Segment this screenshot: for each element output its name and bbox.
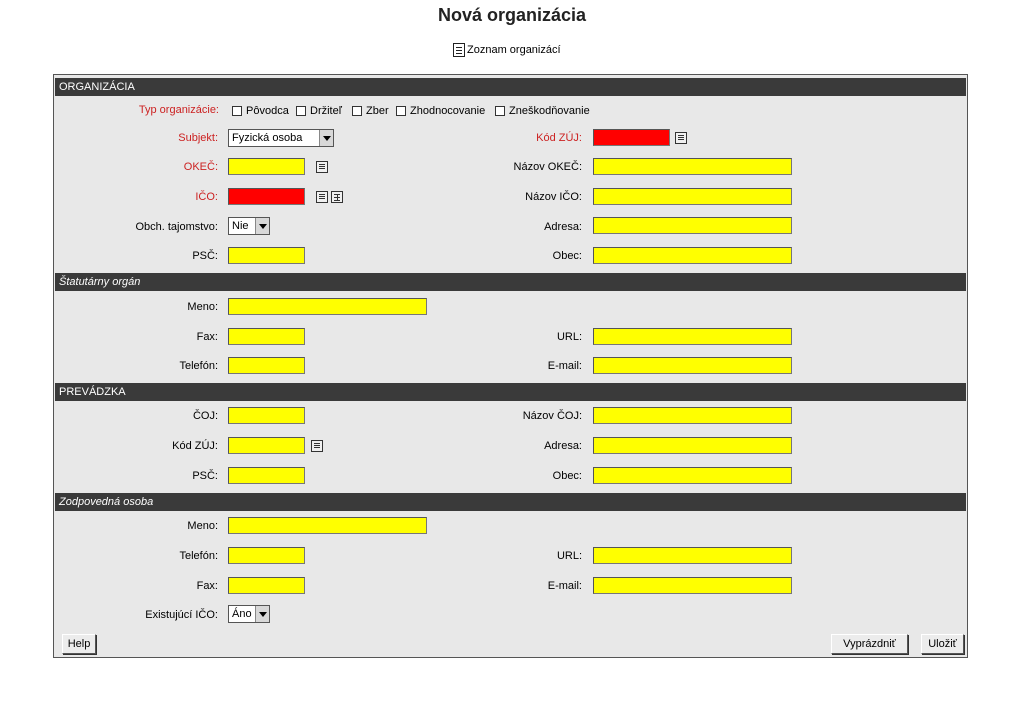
stat-meno-input[interactable]	[228, 298, 427, 315]
organization-form: ORGANIZÁCIA Typ organizácie:	[53, 74, 968, 658]
nazov-ico-input[interactable]	[593, 188, 792, 205]
checkbox-box[interactable]	[296, 106, 306, 116]
kod-zuj-input[interactable]	[593, 129, 670, 146]
psc-label: PSČ:	[192, 250, 218, 262]
chevron-down-icon[interactable]	[255, 606, 269, 622]
zodp-meno-input[interactable]	[228, 517, 427, 534]
list-icon	[453, 43, 465, 57]
checkbox-box[interactable]	[352, 106, 362, 116]
vyprazdnit-button[interactable]: Vyprázdniť	[831, 634, 908, 654]
chevron-down-icon[interactable]	[255, 218, 269, 234]
nazov-okec-label: Názov OKEČ:	[513, 161, 582, 173]
lookup-table-icon[interactable]	[331, 191, 343, 203]
checkbox-drzitel[interactable]: Držiteľ	[296, 105, 342, 117]
adresa-input[interactable]	[593, 217, 792, 234]
zodp-telefon-input[interactable]	[228, 547, 305, 564]
prev-psc-label: PSČ:	[192, 470, 218, 482]
chevron-down-icon[interactable]	[319, 130, 333, 146]
okec-label: OKEČ:	[183, 161, 218, 173]
zodp-url-input[interactable]	[593, 547, 792, 564]
existujuci-ico-value: Áno	[232, 608, 252, 620]
obch-tajomstvo-value: Nie	[232, 220, 249, 232]
help-button[interactable]: Help	[62, 634, 96, 654]
prev-obec-input[interactable]	[593, 467, 792, 484]
zodp-fax-label: Fax:	[196, 580, 218, 592]
checkbox-label: Zneškodňovanie	[509, 105, 590, 117]
zodp-url-label: URL:	[556, 550, 582, 562]
zodp-email-input[interactable]	[593, 577, 792, 594]
checkbox-label: Zhodnocovanie	[410, 105, 486, 117]
prev-adresa-label: Adresa:	[544, 440, 582, 452]
organization-list-label[interactable]: Zoznam organizácí	[467, 44, 561, 56]
prev-coj-input[interactable]	[228, 407, 305, 424]
ulozit-button[interactable]: Uložiť	[921, 634, 964, 654]
typ-organizacie-label: Typ organizácie:	[138, 104, 219, 116]
zodp-telefon-label: Telefón:	[179, 550, 218, 562]
zodp-meno-label: Meno:	[187, 520, 218, 532]
lookup-list-icon[interactable]	[311, 440, 323, 452]
existujuci-ico-select[interactable]: Áno	[228, 605, 270, 623]
prev-psc-input[interactable]	[228, 467, 305, 484]
checkbox-box[interactable]	[232, 106, 242, 116]
lookup-list-icon[interactable]	[316, 191, 328, 203]
stat-email-input[interactable]	[593, 357, 792, 374]
section-zodpovedna-osoba: Zodpovedná osoba	[55, 493, 966, 511]
stat-telefon-label: Telefón:	[179, 360, 218, 372]
stat-telefon-input[interactable]	[228, 357, 305, 374]
stat-fax-label: Fax:	[196, 331, 218, 343]
prev-kod-zuj-label: Kód ZÚJ:	[172, 440, 218, 452]
adresa-label: Adresa:	[544, 221, 582, 233]
lookup-list-icon[interactable]	[316, 161, 328, 173]
ico-label: IČO:	[195, 191, 218, 203]
prev-nazov-coj-label: Názov ČOJ:	[522, 410, 582, 422]
obch-tajomstvo-label: Obch. tajomstvo:	[135, 221, 218, 233]
subjekt-select[interactable]: Fyzická osoba	[228, 129, 334, 147]
obec-label: Obec:	[552, 250, 582, 262]
stat-url-label: URL:	[556, 331, 582, 343]
checkbox-zber[interactable]: Zber	[352, 105, 389, 117]
stat-url-input[interactable]	[593, 328, 792, 345]
stat-email-label: E-mail:	[547, 360, 582, 372]
existujuci-ico-label: Existujúcí IČO:	[145, 609, 218, 621]
psc-input[interactable]	[228, 247, 305, 264]
ico-input[interactable]	[228, 188, 305, 205]
checkbox-box[interactable]	[396, 106, 406, 116]
obch-tajomstvo-select[interactable]: Nie	[228, 217, 270, 235]
checkbox-label: Držiteľ	[310, 105, 342, 117]
stat-meno-label: Meno:	[187, 301, 218, 313]
obec-input[interactable]	[593, 247, 792, 264]
checkbox-box[interactable]	[495, 106, 505, 116]
prev-nazov-coj-input[interactable]	[593, 407, 792, 424]
page-title: Nová organizácia	[437, 5, 587, 25]
checkbox-povodca[interactable]: Pôvodca	[232, 105, 289, 117]
prev-adresa-input[interactable]	[593, 437, 792, 454]
prev-coj-label: ČOJ:	[192, 410, 218, 422]
subjekt-value: Fyzická osoba	[232, 132, 303, 144]
nazov-okec-input[interactable]	[593, 158, 792, 175]
checkbox-label: Pôvodca	[246, 105, 289, 117]
okec-input[interactable]	[228, 158, 305, 175]
checkbox-zneskodnovanie[interactable]: Zneškodňovanie	[495, 105, 590, 117]
section-statutarny-organ: Štatutárny orgán	[55, 273, 966, 291]
section-organizacia: ORGANIZÁCIA	[55, 78, 966, 96]
kod-zuj-label: Kód ZÚJ:	[536, 132, 582, 144]
organization-list-link[interactable]: Zoznam organizácí	[453, 43, 561, 57]
checkbox-label: Zber	[366, 105, 389, 117]
stat-fax-input[interactable]	[228, 328, 305, 345]
prev-obec-label: Obec:	[552, 470, 582, 482]
section-prevadzka: PREVÁDZKA	[55, 383, 966, 401]
zodp-email-label: E-mail:	[547, 580, 582, 592]
subjekt-label: Subjekt:	[178, 132, 218, 144]
nazov-ico-label: Názov IČO:	[525, 191, 582, 203]
zodp-fax-input[interactable]	[228, 577, 305, 594]
lookup-list-icon[interactable]	[675, 132, 687, 144]
checkbox-zhodnocovanie[interactable]: Zhodnocovanie	[396, 105, 485, 117]
prev-kod-zuj-input[interactable]	[228, 437, 305, 454]
